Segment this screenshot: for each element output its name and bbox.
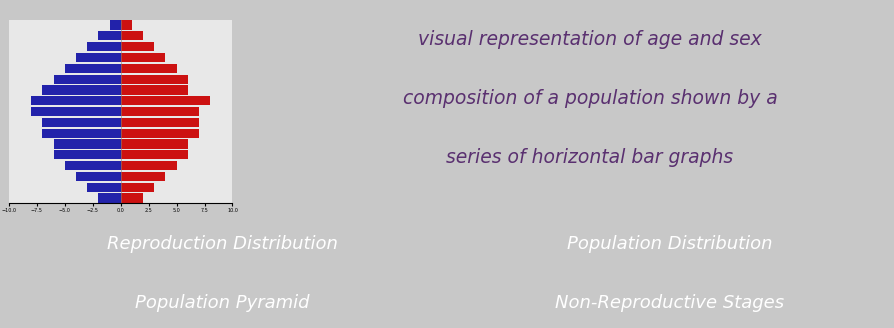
Bar (121, 118, 199, 127)
Text: Reproduction Distribution: Reproduction Distribution (107, 235, 338, 253)
Bar (121, 150, 188, 159)
Text: Population Distribution: Population Distribution (567, 235, 772, 253)
Bar (54, 150, 121, 159)
Bar (121, 64, 176, 73)
Bar (76, 53, 121, 62)
Bar (121, 161, 176, 170)
Bar (121, 139, 188, 149)
Bar (42, 129, 121, 138)
Bar (121, 194, 143, 203)
Bar (42, 118, 121, 127)
Bar (121, 31, 143, 40)
Bar (98, 194, 121, 203)
Text: visual representation of age and sex: visual representation of age and sex (418, 30, 762, 49)
Text: Non-Reproductive Stages: Non-Reproductive Stages (555, 294, 784, 312)
Bar (121, 74, 188, 84)
Text: Population Pyramid: Population Pyramid (135, 294, 310, 312)
Bar (121, 172, 165, 181)
Bar (76, 172, 121, 181)
Bar (98, 31, 121, 40)
Text: composition of a population shown by a: composition of a population shown by a (402, 89, 778, 108)
Bar (121, 107, 199, 116)
Bar (54, 74, 121, 84)
Bar (31, 96, 121, 105)
Bar (87, 183, 121, 192)
Bar (121, 42, 154, 51)
Bar (121, 183, 154, 192)
Bar (64, 161, 121, 170)
Bar (42, 85, 121, 94)
Bar (121, 20, 132, 30)
Bar (54, 139, 121, 149)
Bar (31, 107, 121, 116)
Bar (121, 96, 210, 105)
Bar (64, 64, 121, 73)
Bar (109, 20, 121, 30)
Bar (87, 42, 121, 51)
Bar (121, 53, 165, 62)
Bar (121, 129, 199, 138)
Bar (121, 85, 188, 94)
Text: series of horizontal bar graphs: series of horizontal bar graphs (446, 148, 734, 167)
